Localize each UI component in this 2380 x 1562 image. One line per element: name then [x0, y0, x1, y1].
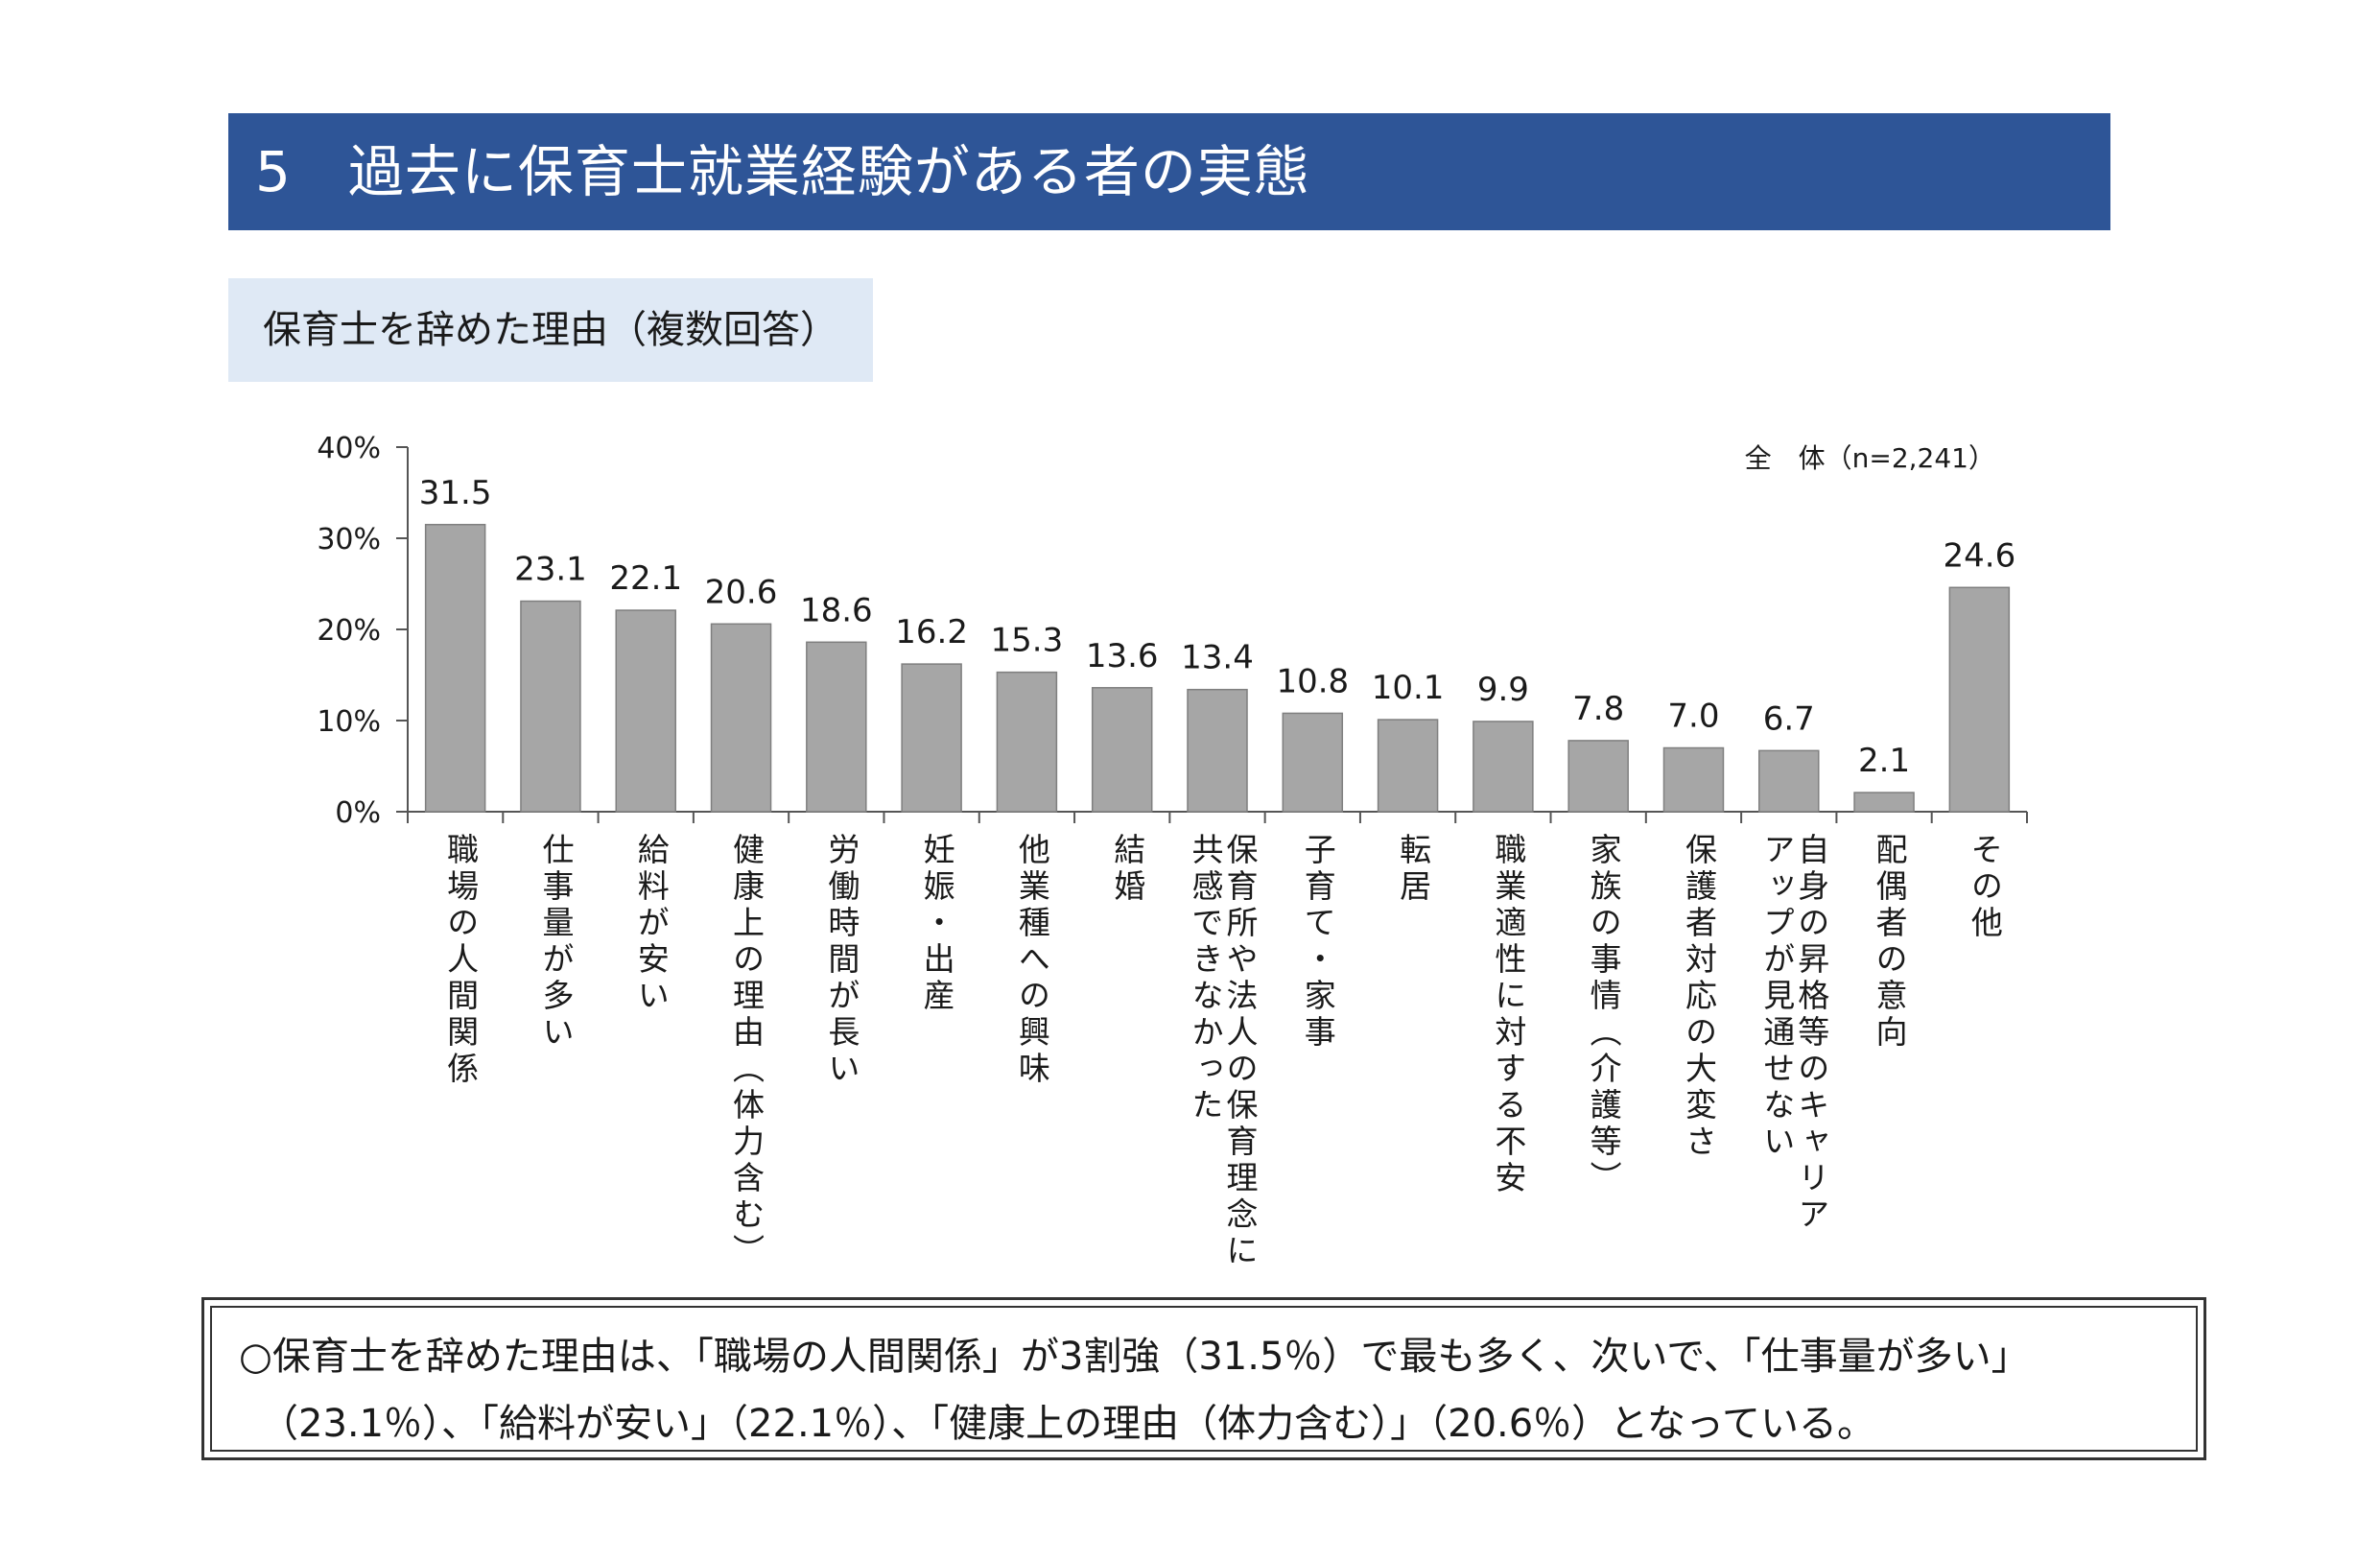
data-label: 13.4 [1181, 639, 1254, 677]
bar [1377, 719, 1439, 813]
bar [1091, 687, 1153, 813]
bar [1187, 688, 1248, 813]
bar [1662, 746, 1725, 813]
bar [1948, 586, 2011, 813]
bar [806, 641, 867, 813]
bar [1473, 721, 1534, 813]
chart-subtitle: 保育士を辞めた理由（複数回答） [263, 308, 838, 352]
x-category-label: その他 [1966, 833, 2004, 942]
y-tick-label: 0% [335, 796, 381, 830]
bar [1567, 740, 1629, 813]
x-category-label: 転居 [1394, 833, 1432, 906]
bar [424, 524, 486, 813]
data-label: 18.6 [800, 591, 873, 629]
x-category-label: 職場の人間関係 [441, 833, 480, 1088]
x-category-label: 子育て・家事 [1299, 833, 1337, 1052]
bar [901, 663, 962, 813]
chart-legend: 全 体（n=2,241） [1745, 442, 1995, 474]
x-category-label: 共感できなかった [1187, 833, 1224, 1124]
section-title: 5 過去に保育士就業経験がある者の実態 [255, 139, 1310, 204]
data-label: 15.3 [991, 622, 1064, 660]
bar [1853, 792, 1915, 813]
x-category-label: 健康上の理由（体力含む） [727, 833, 766, 1270]
data-label: 7.0 [1667, 698, 1719, 736]
y-tick-label: 10% [317, 705, 381, 739]
bar-chart: 全 体（n=2,241） 0% 10% 20% 30% 40% 31.5 23.1 22.1 2… [317, 432, 2028, 830]
x-category-label: 給料が安い [632, 833, 671, 1015]
summary-line-1: ○保育士を辞めた理由は、「職場の人間関係」が3割強（31.5％）で最も多く、次い… [239, 1335, 2030, 1379]
summary-box: ○保育士を辞めた理由は、「職場の人間関係」が3割強（31.5％）で最も多く、次い… [201, 1297, 2206, 1460]
data-label: 13.6 [1086, 637, 1159, 675]
summary-inner-border: ○保育士を辞めた理由は、「職場の人間関係」が3割強（31.5％）で最も多く、次い… [210, 1306, 2198, 1452]
x-category-label: 保育所や法人の保育理念に [1221, 833, 1259, 1270]
bar [1758, 749, 1820, 813]
bar [710, 623, 772, 813]
y-tick-label: 20% [317, 614, 381, 648]
y-tick-label: 30% [317, 523, 381, 556]
data-label: 16.2 [895, 613, 968, 651]
bar [615, 609, 676, 813]
data-label: 10.8 [1276, 662, 1349, 700]
data-label: 6.7 [1763, 699, 1815, 738]
x-category-label: 労働時間が長い [822, 833, 860, 1088]
x-category-label: アップが見通せない [1757, 833, 1796, 1161]
bar [520, 600, 581, 813]
x-category-label: 家族の事情（介護等） [1585, 833, 1623, 1197]
x-category-label: 妊娠・出産 [918, 833, 956, 1015]
data-label: 7.8 [1572, 690, 1624, 728]
bar [996, 671, 1058, 813]
chart-subtitle-box: 保育士を辞めた理由（複数回答） [228, 278, 873, 382]
summary-line-2: （23.1％）、「給料が安い」（22.1％）、「健康上の理由（体力含む）」（20… [260, 1402, 1875, 1446]
x-category-label: 結婚 [1108, 833, 1146, 906]
data-label: 31.5 [419, 474, 492, 512]
data-label: 10.1 [1372, 669, 1445, 707]
x-category-label: 仕事量が多い [536, 833, 575, 1052]
data-label: 24.6 [1944, 536, 2016, 575]
data-label: 23.1 [514, 551, 587, 589]
x-category-label: 配偶者の意向 [1871, 833, 1909, 1052]
y-tick-label: 40% [317, 432, 381, 465]
x-category-label: 職業適性に対する不安 [1489, 833, 1527, 1197]
x-category-label: 保護者対応の大変さ [1680, 833, 1718, 1161]
bar [1282, 712, 1344, 813]
data-label: 2.1 [1858, 742, 1910, 780]
x-category-label: 自身の昇格等のキャリア [1792, 833, 1830, 1234]
section-header: 5 過去に保育士就業経験がある者の実態 [228, 113, 2110, 230]
data-label: 9.9 [1477, 671, 1529, 709]
data-label: 20.6 [705, 573, 778, 611]
x-category-label: 他業種への興味 [1013, 833, 1051, 1088]
data-label: 22.1 [609, 559, 682, 598]
